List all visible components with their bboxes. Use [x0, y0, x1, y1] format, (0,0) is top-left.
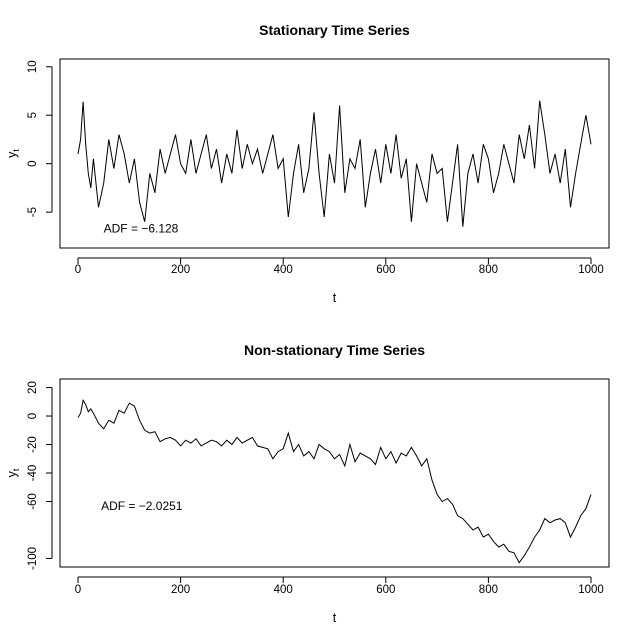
- x-tick-label: 0: [75, 584, 81, 596]
- y-axis-label-subscript: t: [11, 149, 21, 152]
- x-tick-label: 0: [75, 264, 81, 276]
- y-tick-label: 0: [27, 413, 39, 419]
- y-axis: -100 -60 -40 -20 0 20: [27, 381, 53, 570]
- x-axis: 0 200 400 600 800 1000: [75, 257, 604, 276]
- y-axis-label-main: y: [5, 151, 19, 158]
- y-axis: -5 0 5 10: [27, 60, 53, 217]
- y-tick-label: -60: [27, 493, 39, 510]
- y-tick-label: -5: [27, 207, 39, 217]
- x-tick-label: 1000: [578, 264, 604, 276]
- y-axis-label: yt: [5, 468, 21, 477]
- x-tick-label: 800: [479, 264, 498, 276]
- x-tick-label: 400: [274, 264, 293, 276]
- y-axis-label-main: y: [5, 470, 19, 477]
- y-axis-label: yt: [5, 149, 21, 158]
- chart-title: Stationary Time Series: [259, 22, 410, 38]
- y-tick-label: 20: [27, 381, 39, 394]
- plot-frame: [59, 58, 610, 249]
- x-axis-label: t: [333, 611, 337, 625]
- x-tick-label: 600: [376, 264, 395, 276]
- y-tick-label: -20: [27, 436, 39, 453]
- plot-frame: [59, 378, 610, 568]
- series-line: [77, 399, 592, 564]
- y-tick-label: -40: [27, 465, 39, 482]
- y-tick-label: 0: [27, 160, 39, 166]
- chart-panel-nonstationary: Non-stationary Time Series 0 200 400 600 800…: [5, 342, 610, 625]
- y-tick-label: 5: [27, 112, 39, 118]
- x-axis: 0 200 400 600 800 1000: [75, 576, 604, 596]
- x-axis-label: t: [333, 291, 337, 305]
- adf-annotation: ADF = −6.128: [104, 222, 179, 236]
- x-tick-label: 600: [376, 584, 395, 596]
- chart-panel-stationary: Stationary Time Series 0 200 400 600 800 1000…: [5, 22, 610, 305]
- x-tick-label: 200: [171, 584, 190, 596]
- chart-title: Non-stationary Time Series: [244, 342, 425, 358]
- y-tick-label: -100: [27, 547, 39, 570]
- y-tick-label: 10: [27, 60, 39, 73]
- adf-annotation: ADF = −2.0251: [101, 499, 183, 513]
- x-tick-label: 1000: [578, 584, 604, 596]
- x-tick-label: 800: [479, 584, 498, 596]
- y-axis-label-subscript: t: [11, 468, 21, 471]
- x-tick-label: 400: [274, 584, 293, 596]
- series-line: [77, 100, 592, 227]
- x-tick-label: 200: [171, 264, 190, 276]
